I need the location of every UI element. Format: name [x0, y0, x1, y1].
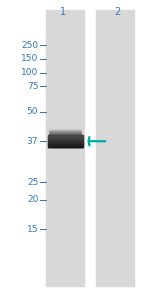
Text: 37: 37: [27, 137, 38, 146]
Bar: [49, 133, 81, 134]
Bar: [48, 143, 83, 144]
Text: 100: 100: [21, 68, 38, 77]
Text: 150: 150: [21, 54, 38, 63]
Text: 2: 2: [114, 7, 120, 17]
Bar: [48, 145, 83, 146]
Bar: [48, 136, 83, 137]
Bar: [48, 137, 83, 138]
Bar: [48, 144, 83, 145]
Bar: [48, 138, 83, 139]
Text: 20: 20: [27, 195, 38, 204]
Bar: [49, 130, 81, 131]
Bar: [49, 129, 81, 130]
Text: 15: 15: [27, 225, 38, 234]
Text: 50: 50: [27, 108, 38, 116]
Bar: [49, 132, 81, 133]
Text: 250: 250: [21, 41, 38, 50]
Text: 25: 25: [27, 178, 38, 187]
Bar: [48, 140, 83, 141]
Bar: [49, 134, 81, 135]
Bar: [48, 135, 83, 136]
Text: 75: 75: [27, 82, 38, 91]
Bar: [46, 10, 84, 286]
Bar: [48, 142, 83, 143]
Text: 1: 1: [60, 7, 66, 17]
Bar: [48, 146, 83, 147]
Bar: [96, 10, 134, 286]
Bar: [49, 131, 81, 132]
Bar: [48, 141, 83, 142]
Bar: [48, 139, 83, 140]
